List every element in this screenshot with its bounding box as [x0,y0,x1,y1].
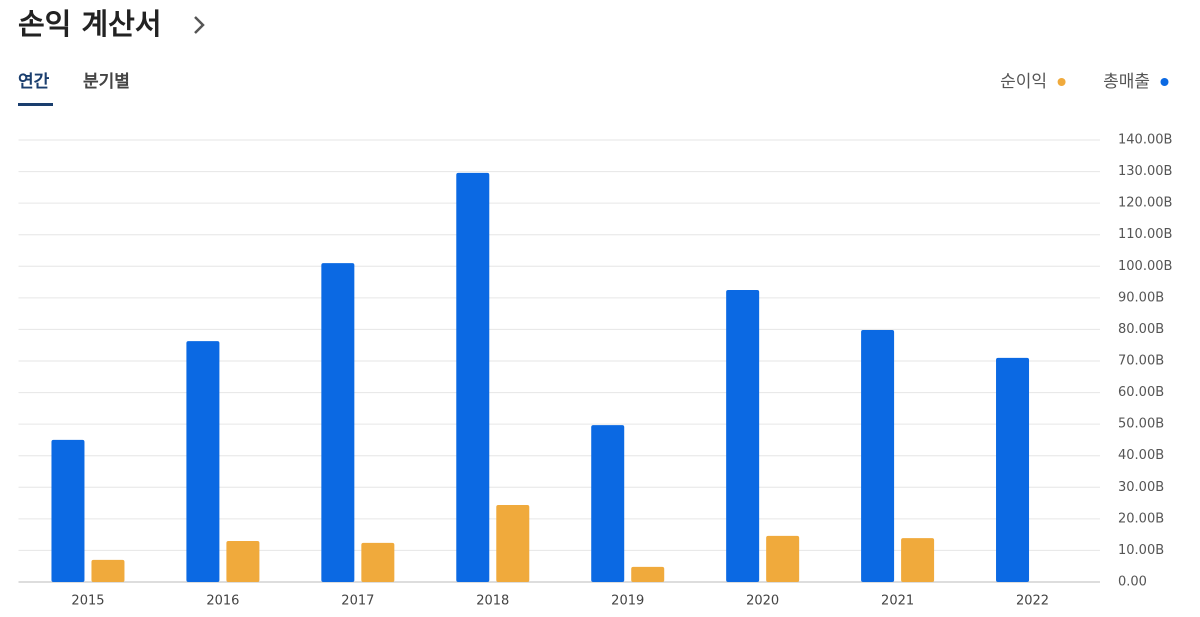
x-tick-label: 2020 [746,594,779,609]
bar [186,341,220,582]
bar [456,172,490,582]
y-tick-label: 130.00B [1118,164,1172,179]
y-tick-label: 0.00 [1118,575,1147,590]
chevron[interactable] [194,16,205,34]
x-tick-label: 2022 [1016,594,1049,609]
y-tick-label: 20.00B [1118,511,1164,526]
tab-active[interactable]: 연간 [18,72,50,92]
page-title[interactable]: 손익 계산서 [18,7,162,41]
x-tick-label: 2021 [881,594,914,609]
y-tick-label: 10.00B [1118,543,1164,558]
y-tick-label: 80.00B [1118,322,1164,337]
bar [996,357,1030,582]
x-tick-label: 2015 [71,594,104,609]
legend-dot [1057,78,1066,86]
legend-label: 총매출 [1103,72,1150,92]
y-tick-label: 120.00B [1118,196,1172,211]
y-tick-label: 30.00B [1118,480,1164,495]
bar [591,425,625,582]
y-tick-label: 60.00B [1118,385,1164,400]
bar [321,263,355,582]
bar [861,330,895,582]
legend-label: 순이익 [1000,72,1047,92]
bar [226,540,260,582]
legend-dot [1160,78,1169,86]
x-tick-label: 2017 [341,594,374,609]
x-tick-label: 2019 [611,594,644,609]
tab[interactable]: 분기별 [83,72,130,92]
y-tick-label: 70.00B [1118,354,1164,369]
y-tick-label: 100.00B [1118,259,1172,274]
y-tick-label: 90.00B [1118,290,1164,305]
bar [361,542,395,582]
bar [496,504,530,582]
y-tick-label: 140.00B [1118,133,1172,148]
y-tick-label: 50.00B [1118,417,1164,432]
bar [726,289,760,582]
bar [51,439,85,582]
x-tick-label: 2016 [206,594,239,609]
y-tick-label: 110.00B [1118,227,1172,242]
y-tick-label: 40.00B [1118,448,1164,463]
bar [631,566,665,582]
bar [901,538,935,582]
bar [91,559,125,582]
x-tick-label: 2018 [476,594,509,609]
tab-underline [18,103,53,106]
bar [766,535,800,582]
